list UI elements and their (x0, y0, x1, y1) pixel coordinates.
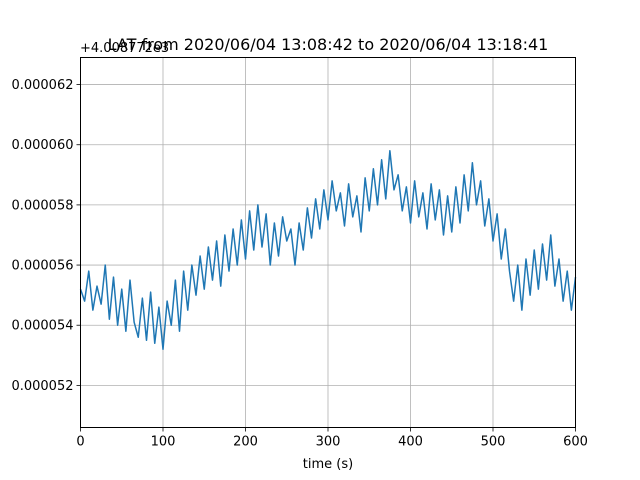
y-offset-label: +4.008772e3 (80, 41, 169, 56)
grid-lines (80, 57, 576, 428)
data-series (79, 150, 577, 351)
chart-title: LAT from 2020/06/04 13:08:42 to 2020/06/… (108, 35, 549, 54)
x-tick-label: 600 (563, 435, 588, 450)
x-tick-label: 100 (151, 435, 176, 450)
y-tick-label: 0.000054 (11, 319, 73, 334)
series-line (79, 150, 577, 351)
axis-ticks: 0 100 200 300 400 500 600 0.000052 0.000054 0.000… (11, 78, 587, 449)
y-tick-label: 0.000058 (11, 198, 73, 213)
y-tick-label: 0.000060 (11, 138, 73, 153)
y-tick-label: 0.000052 (11, 379, 73, 394)
x-tick-label: 200 (233, 435, 258, 450)
y-tick-label: 0.000062 (11, 78, 73, 93)
x-tick-label: 300 (316, 435, 341, 450)
y-tick-label: 0.000056 (11, 259, 73, 274)
x-tick-label: 500 (481, 435, 506, 450)
x-tick-label: 0 (76, 435, 84, 450)
x-tick-label: 400 (398, 435, 423, 450)
x-axis-label: time (s) (303, 457, 353, 472)
